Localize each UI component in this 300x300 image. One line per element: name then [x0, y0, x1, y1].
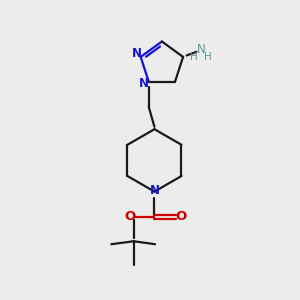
Text: N: N — [149, 184, 160, 196]
Text: N: N — [197, 43, 206, 56]
Text: N: N — [138, 77, 148, 90]
Text: H: H — [190, 52, 197, 62]
Text: O: O — [176, 210, 187, 224]
Text: H: H — [205, 52, 212, 62]
Text: O: O — [124, 210, 135, 224]
Text: N: N — [132, 47, 142, 60]
